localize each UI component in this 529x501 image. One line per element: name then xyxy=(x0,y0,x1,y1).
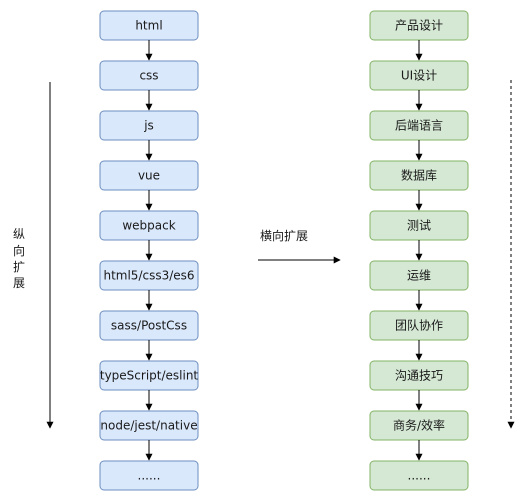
left-node-8: typeScript/eslint xyxy=(99,360,199,391)
left-node-label: sass/PostCss xyxy=(111,319,187,333)
right-node-6: 运维 xyxy=(369,260,469,291)
right-node-box xyxy=(369,460,469,491)
left-node-label: css xyxy=(139,69,158,83)
left-node-6: html5/css3/es6 xyxy=(99,260,199,291)
right-node-9: 商务/效率 xyxy=(369,410,469,441)
right-node-1: 产品设计 xyxy=(369,10,469,41)
left-node-10: ...... xyxy=(99,460,199,491)
right-node-label: 运维 xyxy=(407,269,431,283)
left-node-column: html css js vue webpack html5/css3/es6 sass/Po… xyxy=(99,10,199,491)
left-node-label: js xyxy=(143,119,154,133)
right-node-4: 数据库 xyxy=(369,160,469,191)
left-node-1: html xyxy=(99,10,199,41)
right-node-10: ...... xyxy=(369,460,469,491)
left-node-5: webpack xyxy=(99,210,199,241)
right-node-label: 团队协作 xyxy=(395,318,443,333)
right-node-3: 后端语言 xyxy=(369,110,469,141)
right-node-2: UI设计 xyxy=(369,60,469,91)
vertical-expansion-label: 纵 向 扩 展 xyxy=(13,227,25,290)
vertical-label-char-1: 纵 xyxy=(13,227,25,241)
left-node-label: vue xyxy=(138,169,160,183)
left-node-box xyxy=(99,460,199,491)
right-node-label: 商务/效率 xyxy=(393,418,445,433)
right-node-label: 数据库 xyxy=(401,168,437,183)
left-node-label: typeScript/eslint xyxy=(100,369,199,383)
right-node-column: 产品设计 UI设计后端语言数据库测试运维团队协作沟通技巧商务/效率...... xyxy=(369,10,469,491)
vertical-label-char-2: 向 xyxy=(13,243,25,258)
right-node-label: 沟通技巧 xyxy=(395,369,443,383)
left-node-label: html xyxy=(135,19,162,33)
connector-arrows xyxy=(145,40,423,461)
vertical-label-char-4: 展 xyxy=(13,276,25,290)
right-node-label: ...... xyxy=(408,469,431,483)
right-node-label: 产品设计 xyxy=(395,19,443,33)
right-node-label: 测试 xyxy=(407,218,431,233)
left-node-label: html5/css3/es6 xyxy=(103,269,194,283)
left-node-label: node/jest/native xyxy=(100,419,197,433)
right-node-8: 沟通技巧 xyxy=(369,360,469,391)
horizontal-expansion-label: 横向扩展 xyxy=(260,228,308,243)
left-node-label: webpack xyxy=(122,219,175,233)
right-node-7: 团队协作 xyxy=(369,310,469,341)
left-node-9: node/jest/native xyxy=(99,410,199,441)
right-node-label: 后端语言 xyxy=(395,119,443,133)
left-node-4: vue xyxy=(99,160,199,191)
left-node-7: sass/PostCss xyxy=(99,310,199,341)
left-node-label: ...... xyxy=(138,469,161,483)
left-node-3: js xyxy=(99,110,199,141)
right-node-5: 测试 xyxy=(369,210,469,241)
vertical-label-char-3: 扩 xyxy=(13,260,25,274)
right-node-label: UI设计 xyxy=(401,69,437,83)
left-node-2: css xyxy=(99,60,199,91)
